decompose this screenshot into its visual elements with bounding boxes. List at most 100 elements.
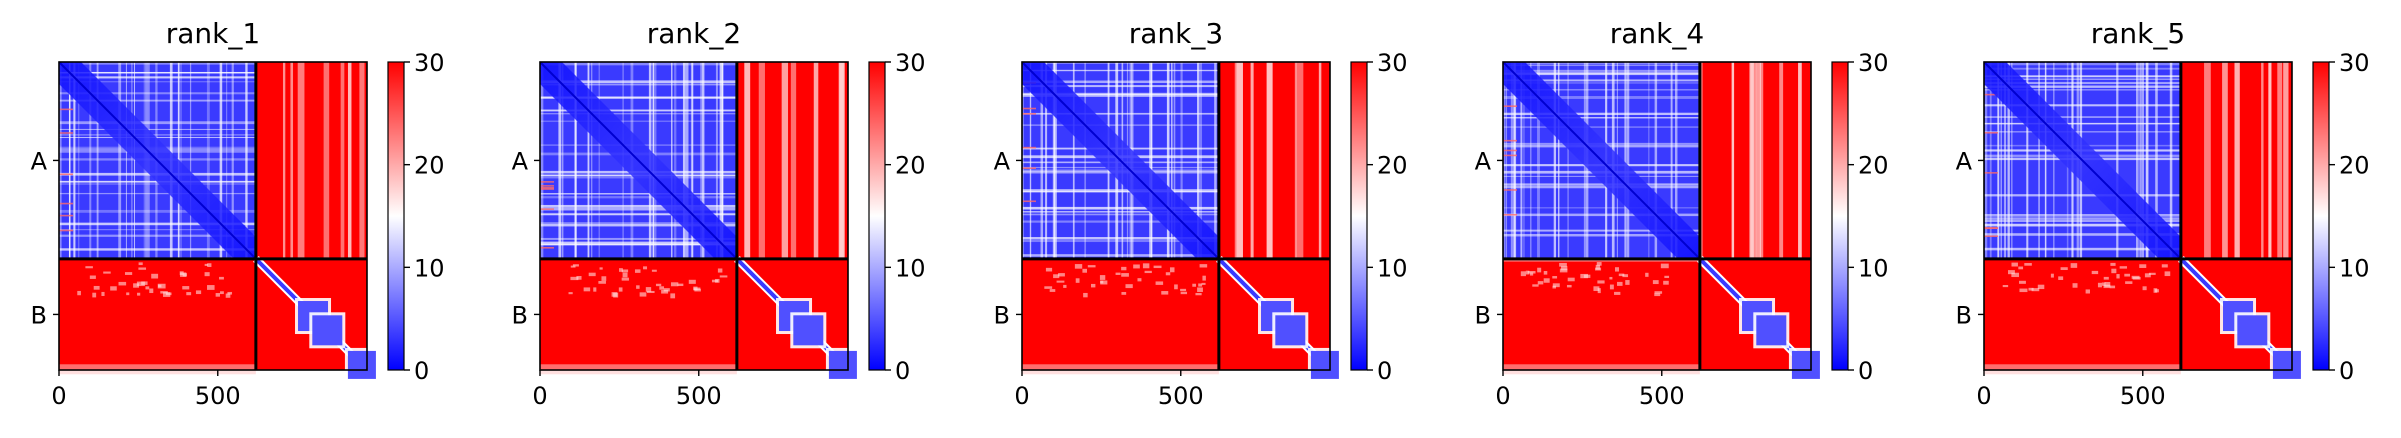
interchain-dot	[138, 267, 147, 270]
interchain-dot	[2164, 271, 2171, 277]
chain-a-col-stripe	[1072, 62, 1075, 259]
chain-a-row-stripe	[59, 128, 256, 130]
chain-a-col-stripe	[2136, 62, 2139, 259]
colorbar-tick-label: 10	[2339, 254, 2370, 282]
y-tick-label: A	[1956, 147, 1973, 175]
interchain-dot	[622, 272, 628, 278]
interchain-dot	[126, 292, 130, 296]
chain-b-domain	[2237, 315, 2268, 346]
axes-frame	[539, 61, 849, 371]
interchain-dot	[2024, 263, 2032, 266]
interchain-dot	[1614, 291, 1621, 295]
chain-a-row-stripe	[1503, 69, 1700, 72]
interchain-dot	[719, 275, 728, 278]
chain-a-row-stripe	[540, 120, 737, 123]
chain-a-edge-row	[540, 188, 554, 190]
chain-a-row-stripe	[1022, 220, 1219, 223]
chain-a-row-stripe	[1984, 232, 2181, 236]
interchain-dot	[1121, 273, 1129, 277]
interchain-dot	[2072, 283, 2078, 288]
colorbar-tick-label: 30	[1377, 49, 1408, 77]
interchain-stripe	[781, 62, 789, 259]
chain-a-edge-row	[1984, 93, 1998, 96]
axes-frame	[1983, 61, 2293, 371]
chain-a-edge-row	[59, 108, 73, 111]
heatmap-panel-2: rank_2 A B 0 500 0 10 20 30	[512, 17, 926, 410]
chain-a-edge-row	[1503, 154, 1517, 157]
interchain-dot	[613, 292, 619, 298]
heatmap-panel-1: rank_1 A B 0 500 0 10 20 30	[31, 17, 445, 410]
interchain-dot	[619, 268, 623, 272]
interchain-stripe	[297, 62, 305, 259]
interchain-dot	[1520, 271, 1526, 277]
chain-a-row-stripe	[540, 80, 737, 84]
chain-b-domain	[793, 315, 824, 346]
interchain-dot	[1609, 276, 1613, 280]
interchain-dot	[133, 283, 140, 288]
interchain-dot	[618, 287, 623, 292]
chain-a-row-stripe	[59, 99, 256, 102]
interchain-dot	[2060, 267, 2068, 271]
heatmap-panel-4: rank_4 A B 0 500 0 10 20 30	[1475, 17, 1889, 410]
interchain-dot	[1053, 274, 1060, 279]
interchain-dot	[2058, 276, 2064, 280]
chain-a-col-stripe	[671, 62, 673, 259]
chain-a-col-stripe	[1180, 62, 1183, 259]
interchain-stripe	[1294, 62, 1297, 259]
chain-b-domain	[1310, 350, 1339, 379]
interchain-dot	[2019, 288, 2028, 293]
colorbar-gradient	[1832, 62, 1848, 370]
interchain-stripe	[1759, 62, 1764, 259]
chain-a-edge-row	[1503, 105, 1517, 107]
chain-a-row-stripe	[1984, 194, 2181, 197]
chain-a-row-stripe	[59, 192, 256, 195]
chain-a-col-stripe	[690, 62, 694, 259]
chain-a-col-stripe	[2038, 62, 2040, 259]
chain-a-edge-row	[1022, 146, 1036, 149]
interchain-dot	[220, 291, 224, 295]
interchain-dot	[2070, 263, 2078, 268]
colorbar-frame	[1350, 61, 1368, 371]
interchain-dot	[1543, 271, 1548, 275]
interchain-dot	[1537, 267, 1542, 273]
chain-a-edge-row	[1984, 172, 1998, 174]
interchain-dot	[207, 285, 215, 290]
interchain-dot	[1180, 288, 1187, 292]
chain-a-row-stripe	[1984, 234, 2181, 237]
interchain-dot	[195, 290, 202, 295]
chain-a-row-stripe	[59, 209, 256, 213]
chain-a-row-stripe	[1503, 112, 1700, 116]
colorbar-tick-label: 20	[2339, 152, 2370, 180]
colorbar-tick-label: 0	[414, 357, 429, 385]
colorbar-gradient	[1351, 62, 1367, 370]
interchain-dot	[2153, 288, 2158, 293]
interchain-dot	[634, 269, 641, 273]
colorbar-frame	[2312, 61, 2330, 371]
heatmap-panel-3: rank_3 A B 0 500 0 10 20 30	[994, 17, 1408, 410]
chain-a-col-stripe	[715, 62, 718, 259]
chain-a-row-stripe	[1503, 79, 1700, 82]
interchain-dot	[1652, 280, 1659, 285]
chain-a-col-stripe	[1984, 62, 1988, 259]
chain-a-col-stripe	[74, 62, 76, 259]
interchain-dot	[101, 291, 105, 296]
chain-a-diagonal-line	[58, 61, 257, 260]
chain-a-row-stripe	[1022, 239, 1219, 243]
interchain-dot	[157, 283, 166, 289]
chain-a-row-stripe	[59, 234, 256, 237]
interchain-dot	[2103, 284, 2111, 289]
heatmap-panel-5: rank_5 A B 0 500 0 10 20 30	[1956, 17, 2370, 410]
chain-a-row-stripe	[1503, 213, 1700, 217]
interchain-dot	[1645, 272, 1649, 277]
chain-a-col-stripe	[2145, 62, 2149, 259]
chain-a-row-stripe	[1984, 247, 2181, 251]
chain-a-edge-row	[1984, 235, 1998, 238]
interchain-dot	[179, 271, 184, 276]
interchain-dot	[2091, 270, 2099, 275]
interchain-dot	[1099, 275, 1106, 280]
chain-a-col-stripe	[1648, 62, 1650, 259]
interchain-dot	[670, 293, 676, 299]
chain-a-col-stripe	[1553, 62, 1557, 259]
chain-a-col-stripe	[591, 62, 593, 259]
interchain-dot	[576, 275, 582, 280]
